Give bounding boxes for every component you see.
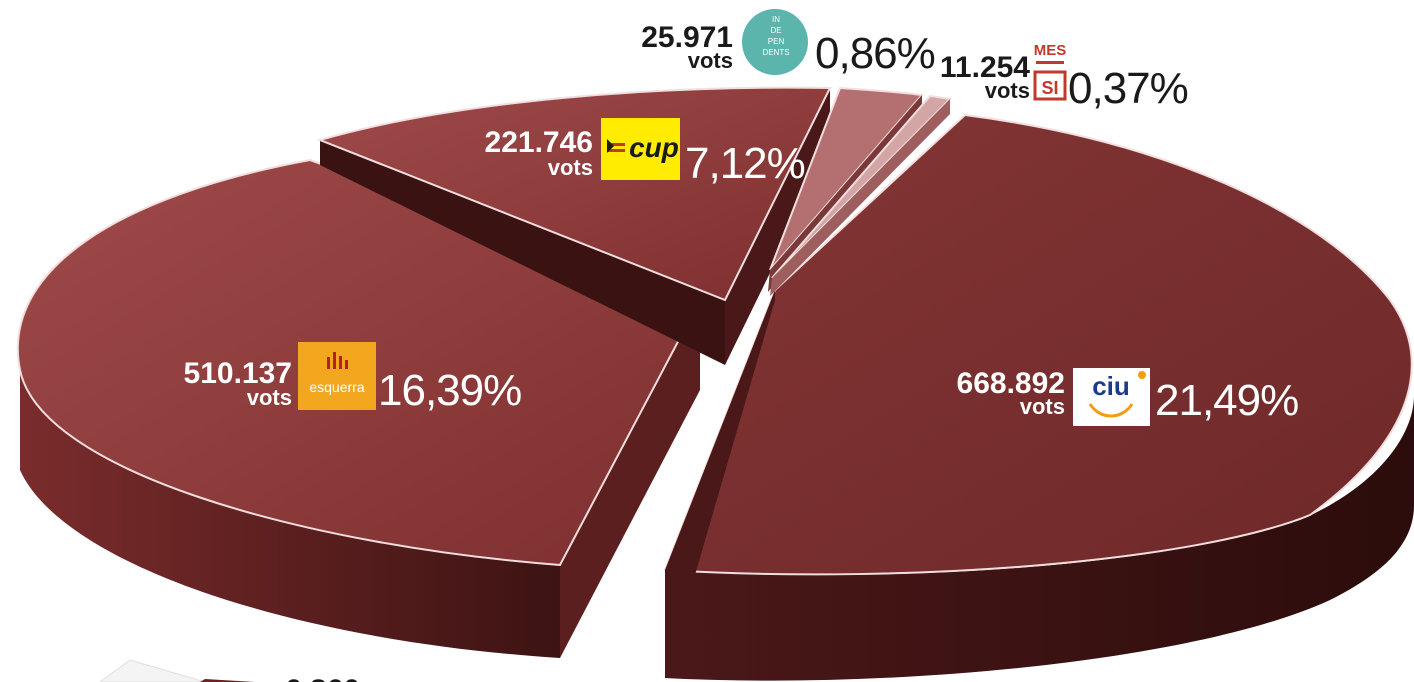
svg-text:SI: SI (1041, 78, 1058, 98)
slice-ciu-top (663, 113, 1413, 576)
esquerra-logo: esquerra (298, 342, 376, 410)
svg-text:PEN: PEN (768, 37, 785, 46)
label-cup-percent: 7,12% (685, 139, 805, 188)
slice-ciu (663, 113, 1414, 681)
label-esquerra-percent: 16,39% (378, 366, 521, 415)
slice-esquerra-side (20, 370, 560, 658)
slice-partial-label: 6.860 (285, 674, 360, 682)
label-ciu-votes: 668.892 (957, 367, 1065, 400)
slice-independents-top (769, 86, 924, 271)
label-mes-si-votes: 11.254 (940, 51, 1030, 84)
ciu-logo-text: ciu (1092, 371, 1130, 401)
label-independents: 25.971 vots IN DE PEN DENTS 0,86% (641, 9, 936, 78)
slice-cup-side-right (725, 88, 830, 365)
label-independents-percent: 0,86% (815, 29, 935, 78)
slice-partial-mark (200, 679, 255, 682)
esquerra-logo-text: esquerra (309, 379, 364, 395)
slice-mes-si-side (770, 99, 950, 296)
cup-logo-text: cup (629, 132, 679, 163)
label-cup: 221.746 vots cup 7,12% (485, 118, 806, 188)
slice-partial-top (99, 659, 206, 682)
label-independents-unit: vots (688, 48, 733, 73)
label-mes-si-unit: vots (985, 78, 1030, 103)
label-ciu-percent: 21,49% (1155, 376, 1298, 425)
label-ciu: 668.892 vots ciu 21,49% (957, 367, 1299, 426)
slice-ciu-side (665, 395, 1414, 681)
mes-si-logo: MES SI (1033, 42, 1067, 101)
label-independents-votes: 25.971 (641, 21, 733, 54)
label-esquerra: 510.137 vots esquerra 16,39% (184, 342, 522, 415)
label-ciu-unit: vots (1020, 394, 1065, 419)
slice-cup (316, 86, 832, 365)
svg-text:DE: DE (770, 26, 781, 35)
slice-mes-si (770, 94, 953, 296)
ciu-logo: ciu (1073, 368, 1150, 426)
label-mes-si: 11.254 vots MES SI 0,37% (940, 42, 1189, 113)
svg-text:MES: MES (1034, 42, 1067, 59)
cup-logo: cup (601, 118, 680, 180)
slice-partial: 6.860 (99, 640, 1414, 682)
svg-text:IN: IN (772, 15, 780, 24)
slice-cup-top (316, 86, 832, 302)
svg-text:DENTS: DENTS (762, 48, 789, 57)
slice-esquerra-side-cut (560, 300, 700, 658)
label-cup-unit: vots (548, 155, 593, 180)
label-mes-si-percent: 0,37% (1068, 64, 1188, 113)
slice-ciu-cut (665, 290, 775, 678)
label-esquerra-votes: 510.137 (184, 357, 292, 390)
independents-logo: IN DE PEN DENTS (742, 9, 808, 75)
label-esquerra-unit: vots (247, 385, 292, 410)
slice-cup-side-left (320, 140, 725, 365)
label-cup-votes: 221.746 (485, 126, 593, 159)
